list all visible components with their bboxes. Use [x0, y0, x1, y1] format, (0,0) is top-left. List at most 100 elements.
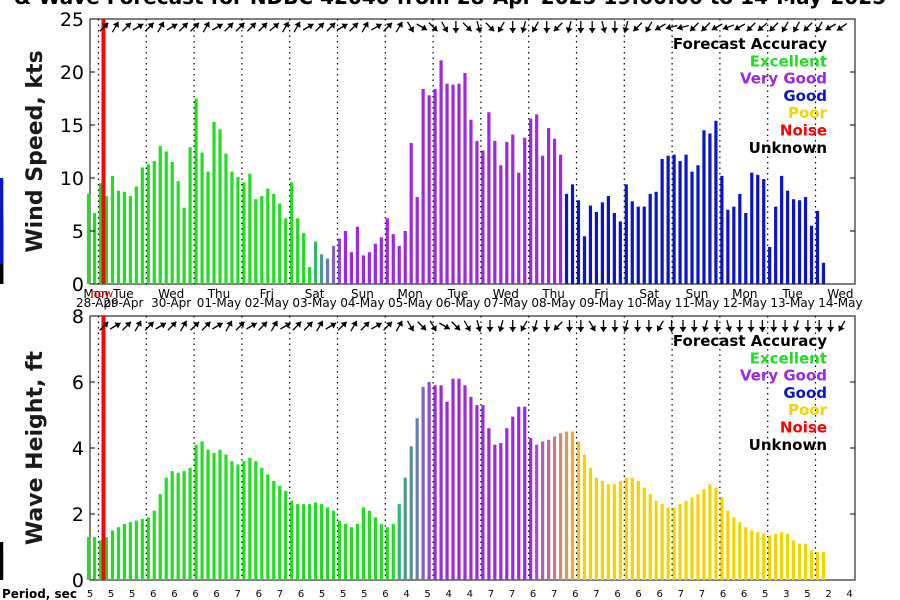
arrow-head	[329, 22, 336, 29]
wind-bar	[170, 162, 174, 284]
wind-legend-item: Poor	[788, 104, 828, 122]
wave-direction-arrow	[451, 321, 461, 331]
x-day-label: Sun	[351, 287, 374, 301]
wave-direction-arrow	[792, 320, 800, 332]
period-label: Period, sec	[2, 587, 77, 600]
wind-bar	[541, 155, 545, 284]
wave-direction-arrow	[429, 320, 437, 332]
wave-bar	[606, 484, 610, 580]
wave-bar	[463, 385, 467, 580]
arrow-head	[611, 327, 619, 332]
period-value: 6	[635, 589, 641, 600]
wind-bar	[385, 218, 389, 284]
arrow-head	[804, 327, 812, 332]
arrow-head	[238, 321, 245, 328]
wave-bar	[738, 522, 742, 580]
wind-bar	[284, 218, 288, 284]
wave-direction-arrow	[531, 320, 539, 332]
wave-direction-arrow	[736, 320, 744, 332]
wave-bar	[290, 500, 294, 580]
wind-bar	[588, 205, 593, 284]
wave-bar	[116, 527, 121, 580]
wind-direction-arrow	[166, 23, 178, 31]
wave-bar	[308, 504, 312, 580]
x-date-label: 11-May	[675, 296, 719, 310]
arrow-head	[827, 327, 835, 332]
arrow-head	[386, 22, 393, 29]
period-value: 6	[171, 589, 177, 600]
wave-bar	[182, 471, 186, 580]
wind-bar	[786, 190, 790, 284]
wind-bar	[642, 206, 646, 284]
wave-direction-arrow	[406, 320, 415, 332]
wave-bar	[564, 431, 569, 580]
arrow-head	[147, 22, 154, 29]
wave-bar	[762, 533, 766, 580]
arrow-head	[747, 327, 755, 332]
wind-direction-arrow	[781, 21, 789, 33]
wind-direction-arrow	[645, 21, 653, 33]
wind-direction-arrow	[577, 21, 585, 33]
wave-bar	[732, 517, 736, 580]
wind-direction-arrow	[202, 21, 210, 33]
x-day-label: Wed	[827, 287, 853, 301]
wind-bar	[433, 88, 437, 285]
arrow-head	[124, 321, 131, 328]
arrow-head	[307, 23, 314, 30]
wind-bar	[660, 158, 664, 284]
wave-direction-arrow	[109, 322, 121, 330]
wave-bar	[672, 507, 676, 580]
arrow-head	[589, 325, 596, 332]
wind-direction-arrow	[314, 22, 325, 32]
period-value: 5	[361, 589, 367, 600]
wind-bar	[750, 172, 754, 284]
wind-y-tick-label: 15	[60, 115, 84, 137]
wave-bar	[547, 439, 551, 580]
wave-direction-arrow	[588, 320, 596, 332]
wave-bar	[780, 532, 784, 580]
wind-direction-arrow	[383, 22, 393, 32]
wave-bar	[343, 523, 348, 580]
wave-bar	[499, 443, 503, 580]
wave-direction-arrow	[713, 320, 721, 332]
arrow-head	[815, 327, 823, 332]
arrow-head	[351, 320, 358, 327]
wind-direction-arrow	[543, 21, 551, 33]
wind-bar	[200, 152, 204, 284]
wind-bar	[337, 238, 342, 284]
wave-direction-arrow	[211, 322, 224, 330]
wave-direction-arrow	[725, 320, 733, 332]
wind-direction-arrow	[258, 22, 268, 32]
wind-direction-arrow	[553, 22, 563, 32]
wind-direction-arrow	[757, 22, 768, 32]
wind-bar	[558, 154, 563, 284]
wind-bar	[379, 237, 383, 284]
wind-bar	[415, 197, 419, 284]
wave-bar	[313, 502, 318, 580]
wave-bar	[110, 530, 115, 580]
wind-y-tick-label: 5	[72, 221, 84, 243]
wave-bar	[152, 510, 156, 580]
wave-direction-arrow	[144, 321, 155, 331]
wind-bar	[738, 193, 742, 284]
wind-direction-arrow	[121, 22, 132, 32]
arrow-head	[488, 25, 495, 32]
wave-bar	[140, 518, 144, 580]
wave-bar	[445, 401, 449, 580]
wind-direction-arrow	[111, 21, 119, 33]
wind-direction-arrow	[416, 23, 428, 31]
wind-bar	[182, 207, 186, 284]
wind-direction-arrow	[462, 22, 473, 32]
x-day-label: Mon	[732, 287, 757, 301]
x-date-label: 30-Apr	[151, 296, 191, 310]
wave-direction-arrow	[439, 322, 451, 330]
arrow-head	[736, 327, 744, 332]
wave-bar	[337, 520, 342, 580]
period-value: 7	[551, 589, 557, 600]
arrow-head	[600, 327, 607, 332]
wave-direction-arrow	[360, 321, 370, 331]
wind-bar	[809, 225, 814, 284]
wind-direction-arrow	[235, 22, 245, 32]
wind-direction-arrow	[520, 21, 528, 33]
